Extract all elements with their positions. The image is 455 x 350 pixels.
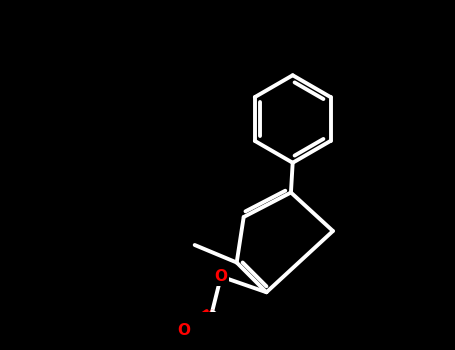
- Text: O: O: [214, 269, 228, 284]
- Text: O: O: [178, 323, 191, 338]
